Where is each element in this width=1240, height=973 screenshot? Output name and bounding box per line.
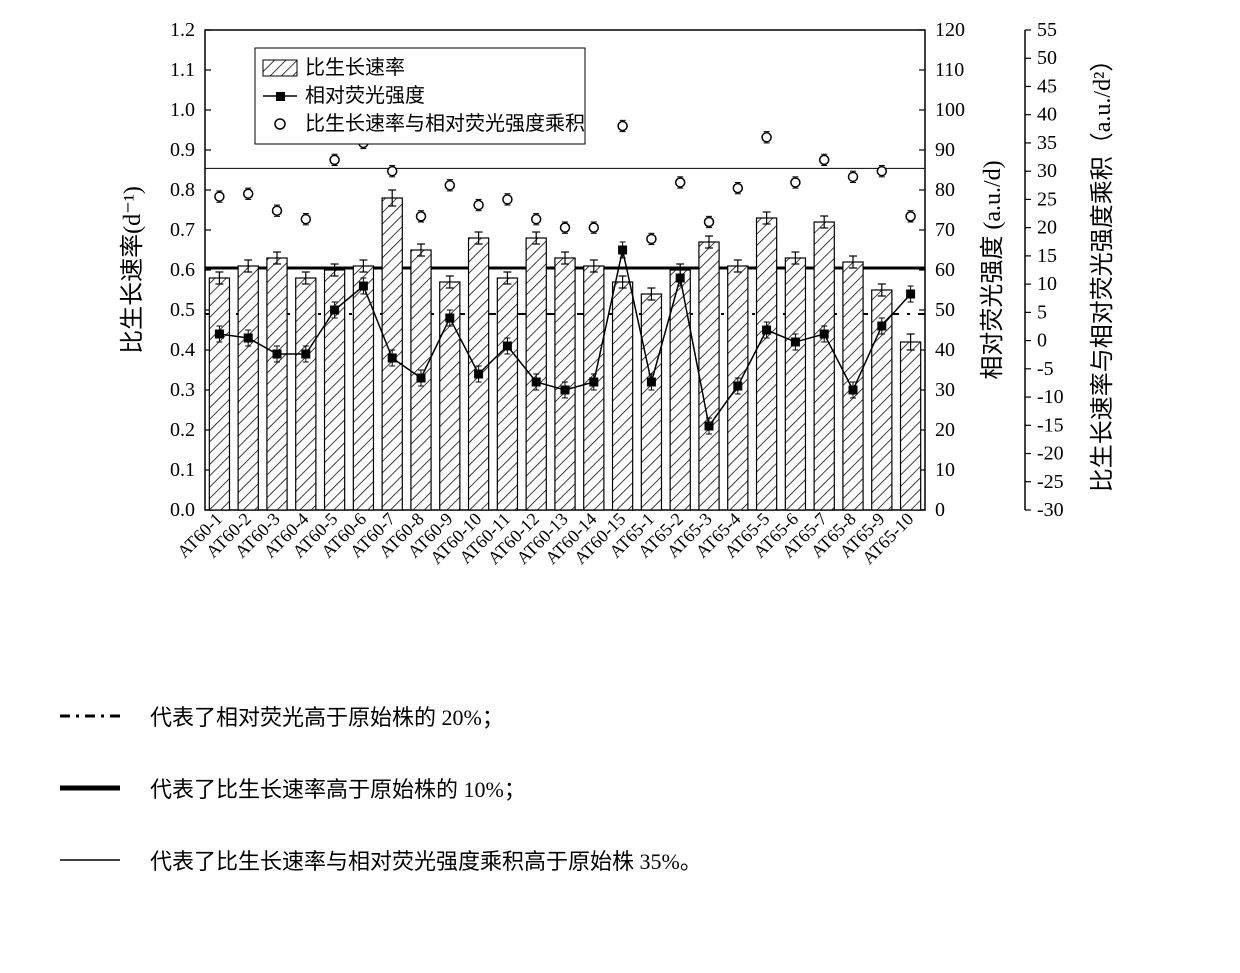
svg-text:10: 10 xyxy=(1037,273,1057,295)
svg-text:110: 110 xyxy=(935,59,964,81)
thick-line-icon xyxy=(60,778,120,798)
svg-text:30: 30 xyxy=(935,379,955,401)
svg-text:相对荧光强度: 相对荧光强度 xyxy=(305,84,425,107)
footnote-text: 代表了比生长速率与相对荧光强度乘积高于原始株 35%。 xyxy=(150,844,702,876)
svg-text:-30: -30 xyxy=(1037,499,1064,521)
svg-text:20: 20 xyxy=(935,419,955,441)
figure-container: 0.0 0.1 0.2 0.3 0.4 0.5 0.6 0.7 0.8 0.9 1.0 1.1 1.2 比… xyxy=(20,20,1220,876)
svg-text:0.2: 0.2 xyxy=(170,419,195,441)
svg-text:0.0: 0.0 xyxy=(170,499,195,521)
svg-text:0.7: 0.7 xyxy=(170,219,195,241)
svg-text:40: 40 xyxy=(935,339,955,361)
svg-text:1.0: 1.0 xyxy=(170,99,195,121)
svg-text:相对荧光强度 (a.u./d): 相对荧光强度 (a.u./d) xyxy=(979,160,1006,379)
svg-text:90: 90 xyxy=(935,139,955,161)
svg-text:35: 35 xyxy=(1037,132,1057,154)
svg-text:0.4: 0.4 xyxy=(170,339,195,361)
svg-text:-10: -10 xyxy=(1037,386,1064,408)
thin-line-icon xyxy=(60,850,120,870)
svg-text:1.1: 1.1 xyxy=(170,59,195,81)
svg-text:40: 40 xyxy=(1037,104,1057,126)
footnote-row: 代表了相对荧光高于原始株的 20%； xyxy=(60,700,1220,732)
svg-text:0.5: 0.5 xyxy=(170,299,195,321)
svg-text:1.2: 1.2 xyxy=(170,20,195,41)
svg-text:50: 50 xyxy=(935,299,955,321)
svg-text:0.1: 0.1 xyxy=(170,459,195,481)
svg-text:80: 80 xyxy=(935,179,955,201)
svg-text:10: 10 xyxy=(935,459,955,481)
svg-text:0.8: 0.8 xyxy=(170,179,195,201)
svg-text:55: 55 xyxy=(1037,20,1057,41)
svg-text:15: 15 xyxy=(1037,245,1057,267)
svg-text:30: 30 xyxy=(1037,160,1057,182)
svg-text:比生长速率: 比生长速率 xyxy=(305,56,405,79)
footnotes-block: 代表了相对荧光高于原始株的 20%； 代表了比生长速率高于原始株的 10%； 代… xyxy=(60,700,1220,876)
svg-text:-15: -15 xyxy=(1037,414,1064,436)
svg-text:5: 5 xyxy=(1037,301,1047,323)
footnote-row: 代表了比生长速率与相对荧光强度乘积高于原始株 35%。 xyxy=(60,844,1220,876)
svg-text:比生长速率与相对荧光强度乘积（a.u./d²）: 比生长速率与相对荧光强度乘积（a.u./d²） xyxy=(1089,48,1116,493)
chart-svg: 0.0 0.1 0.2 0.3 0.4 0.5 0.6 0.7 0.8 0.9 1.0 1.1 1.2 比… xyxy=(20,20,1220,680)
svg-text:比生长速率(d⁻¹): 比生长速率(d⁻¹) xyxy=(119,186,146,354)
svg-text:-20: -20 xyxy=(1037,443,1064,465)
footnote-row: 代表了比生长速率高于原始株的 10%； xyxy=(60,772,1220,804)
footnote-text: 代表了比生长速率高于原始株的 10%； xyxy=(150,772,526,804)
svg-text:120: 120 xyxy=(935,20,965,41)
svg-text:70: 70 xyxy=(935,219,955,241)
svg-text:60: 60 xyxy=(935,259,955,281)
svg-text:100: 100 xyxy=(935,99,965,121)
dash-dot-line-icon xyxy=(60,706,120,726)
svg-text:-5: -5 xyxy=(1037,358,1054,380)
svg-text:0.6: 0.6 xyxy=(170,259,195,281)
svg-text:25: 25 xyxy=(1037,188,1057,210)
svg-text:0.9: 0.9 xyxy=(170,139,195,161)
svg-text:-25: -25 xyxy=(1037,471,1064,493)
svg-text:20: 20 xyxy=(1037,217,1057,239)
svg-text:0: 0 xyxy=(935,499,945,521)
svg-text:0: 0 xyxy=(1037,330,1047,352)
svg-text:比生长速率与相对荧光强度乘积: 比生长速率与相对荧光强度乘积 xyxy=(305,112,585,135)
chart-plot-area: 0.0 0.1 0.2 0.3 0.4 0.5 0.6 0.7 0.8 0.9 1.0 1.1 1.2 比… xyxy=(20,20,1120,660)
svg-text:0.3: 0.3 xyxy=(170,379,195,401)
svg-text:45: 45 xyxy=(1037,75,1057,97)
svg-text:50: 50 xyxy=(1037,47,1057,69)
footnote-text: 代表了相对荧光高于原始株的 20%； xyxy=(150,700,504,732)
